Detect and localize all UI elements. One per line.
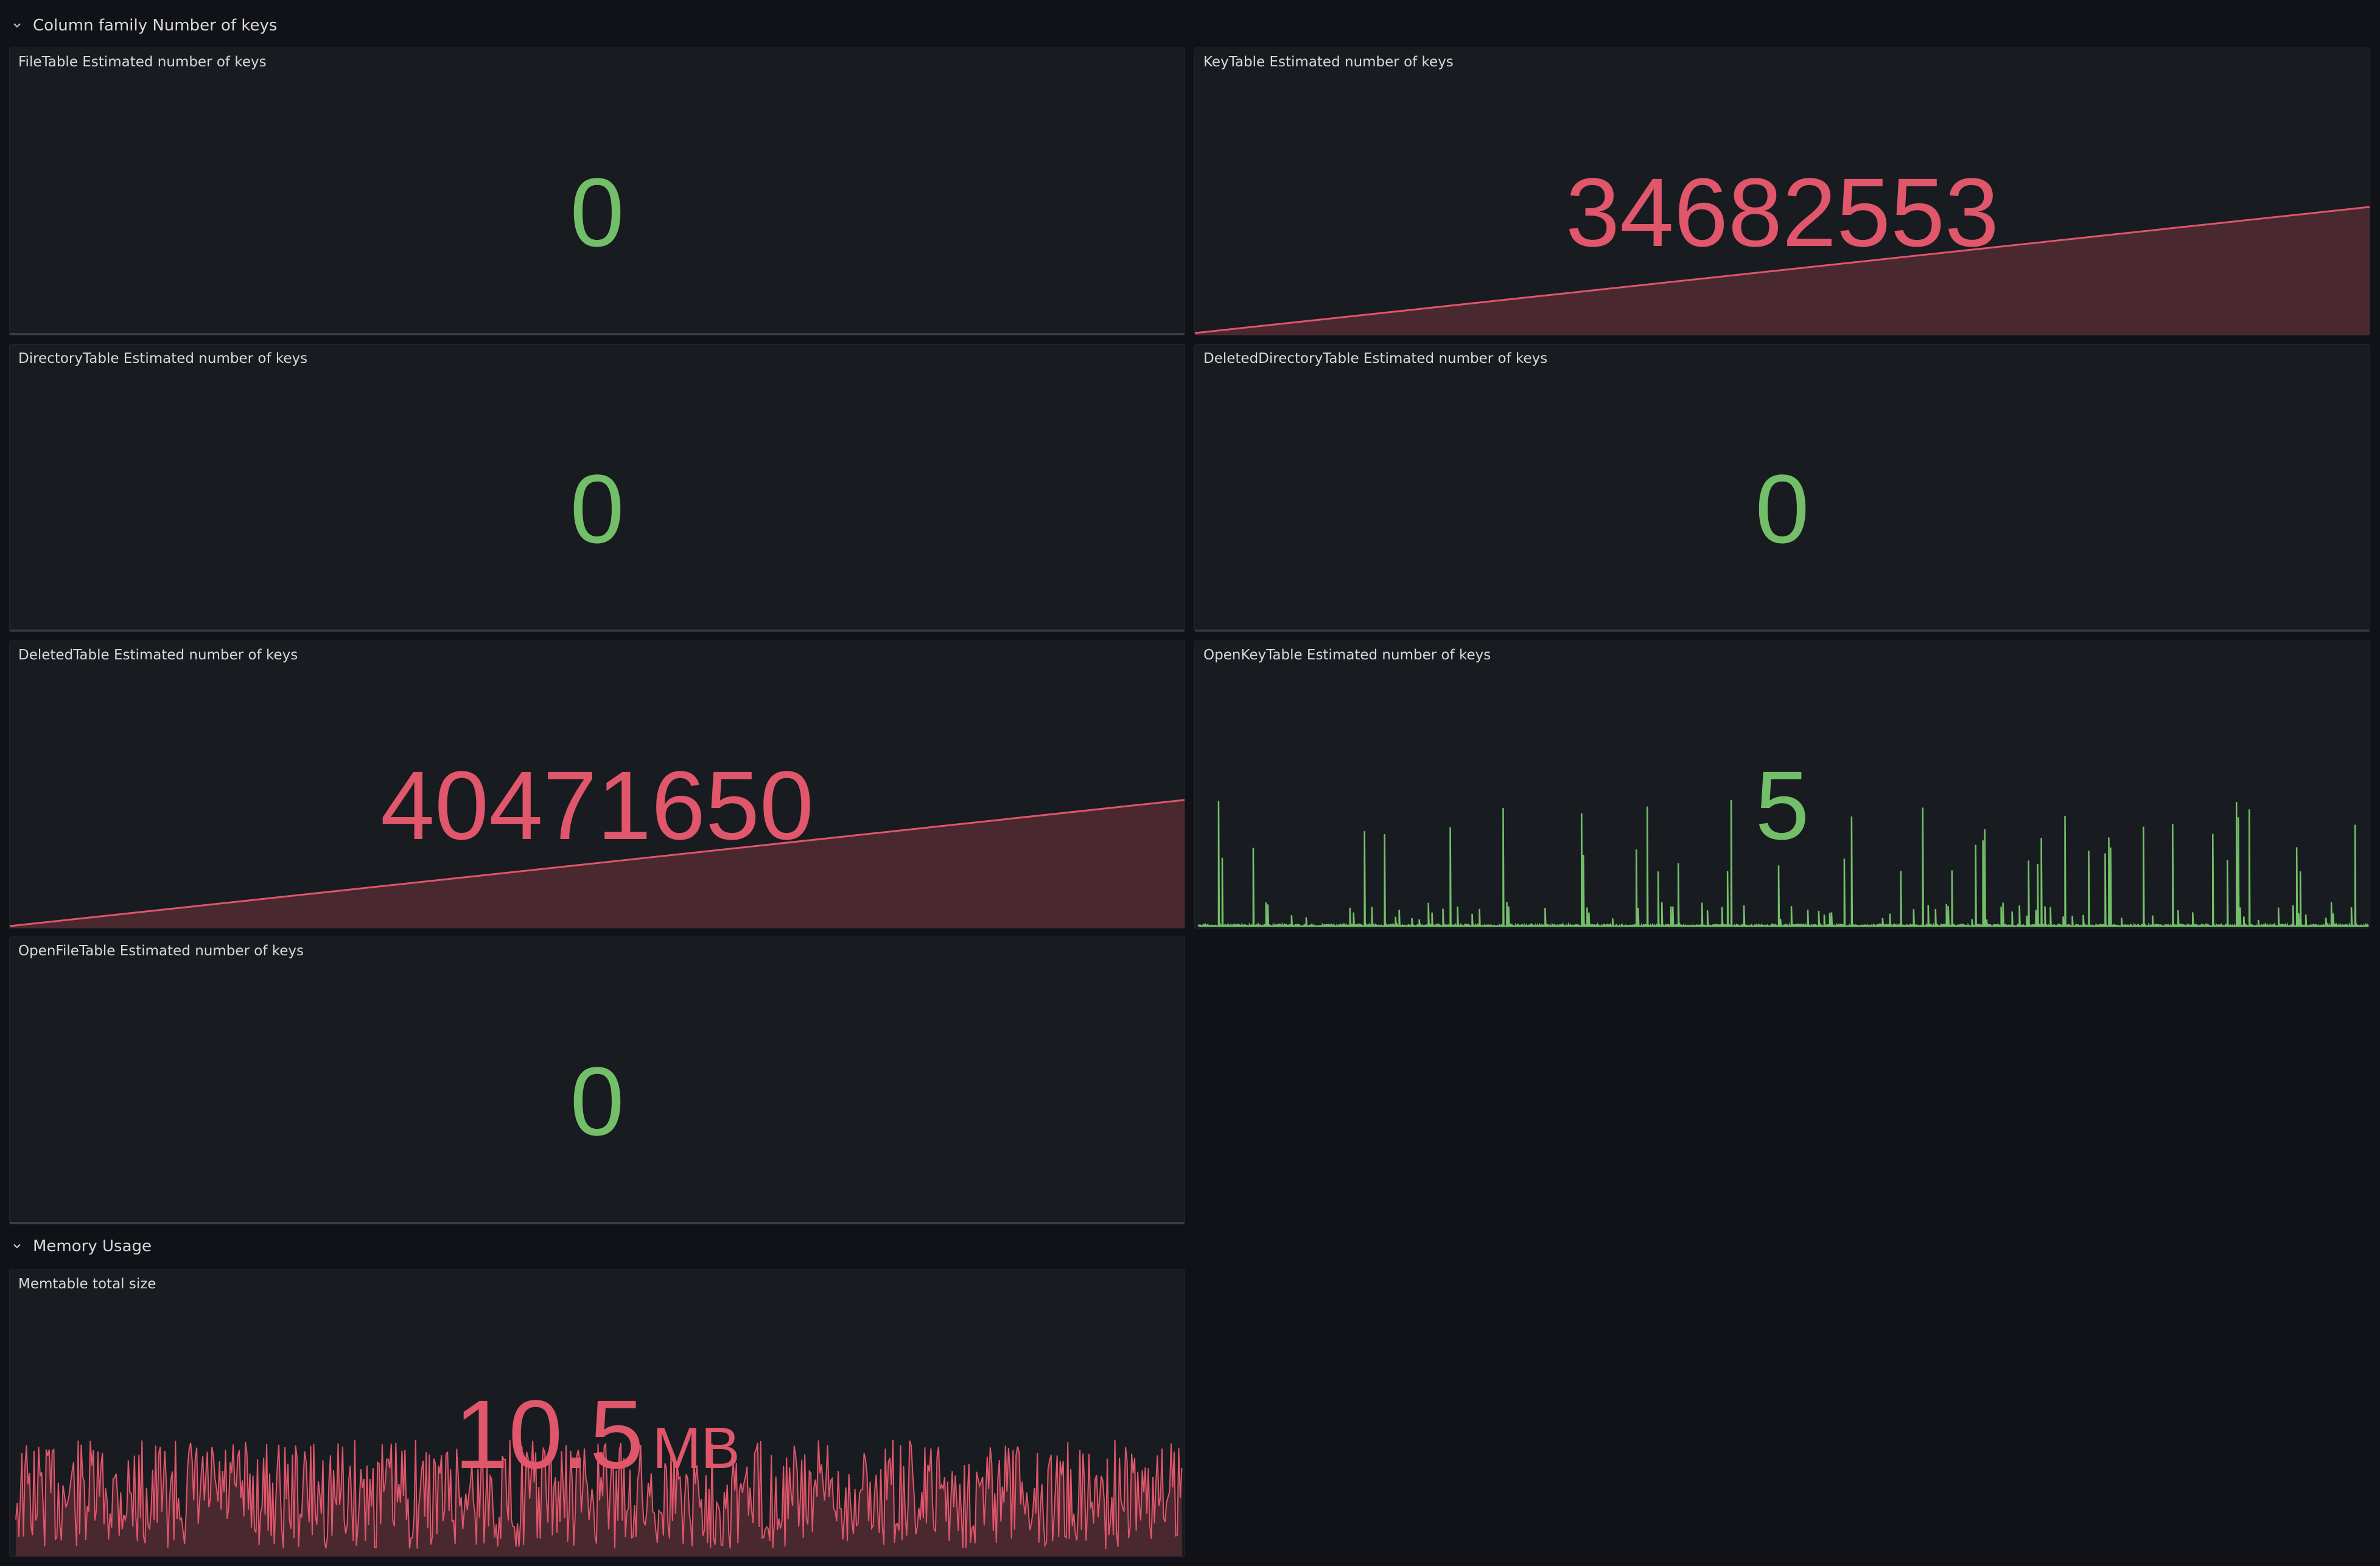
stat-panel-openfiletable[interactable]: OpenFileTable Estimated number of keys 0 (9, 936, 1185, 1224)
stat-value: 0 (570, 454, 625, 563)
sparkline-area (10, 799, 1185, 928)
chevron-down-icon (13, 1244, 21, 1249)
stat-panel-filetable[interactable]: FileTable Estimated number of keys 0 (9, 47, 1185, 335)
panel-title: DeletedTable Estimated number of keys (18, 647, 298, 663)
stat-unit: MB (652, 1416, 740, 1481)
stat-value: 34682553 (1566, 158, 1999, 267)
sparkline-baseline (1195, 630, 2370, 631)
stat-panel-keytable[interactable]: KeyTable Estimated number of keys 346825… (1194, 47, 2370, 335)
chevron-down-icon (13, 23, 21, 28)
row-title: Memory Usage (33, 1237, 152, 1255)
sparkline-spikes (1197, 799, 2369, 927)
panel-title: DeletedDirectoryTable Estimated number o… (1203, 351, 1548, 367)
stat-value: 0 (1755, 454, 1810, 563)
sparkline-area (1195, 206, 2370, 335)
sparkline-baseline (10, 630, 1185, 631)
sparkline-baseline (10, 1222, 1185, 1224)
stat-panel-openkeytable[interactable]: OpenKeyTable Estimated number of keys 5 (1194, 641, 2370, 929)
stat-value: 0 (570, 1047, 625, 1156)
stat-panel-deletedtable[interactable]: DeletedTable Estimated number of keys 40… (9, 641, 1185, 929)
stat-value: 10.5 MB (10, 1386, 1185, 1483)
panel-title: DirectoryTable Estimated number of keys (18, 351, 308, 367)
stat-value: 0 (570, 158, 625, 267)
row-header-memory-usage[interactable]: Memory Usage (12, 1233, 152, 1260)
panel-title: KeyTable Estimated number of keys (1203, 54, 1454, 70)
stat-panel-memtable-total-size[interactable]: Memtable total size 10.5 MB (9, 1269, 1185, 1557)
panel-title: FileTable Estimated number of keys (18, 54, 267, 70)
sparkline-baseline (10, 333, 1185, 335)
panel-title: OpenFileTable Estimated number of keys (18, 943, 304, 959)
row-header-column-family[interactable]: Column family Number of keys (12, 12, 277, 39)
stat-number: 10.5 (454, 1380, 644, 1489)
stat-value: 40471650 (380, 751, 814, 860)
panel-title: OpenKeyTable Estimated number of keys (1203, 647, 1491, 663)
stat-value: 5 (1755, 751, 1810, 860)
stat-panel-deleteddirectorytable[interactable]: DeletedDirectoryTable Estimated number o… (1194, 344, 2370, 632)
panel-title: Memtable total size (18, 1276, 156, 1292)
row-title: Column family Number of keys (33, 16, 278, 35)
sparkline-noise (15, 1439, 1183, 1556)
stat-panel-directorytable[interactable]: DirectoryTable Estimated number of keys … (9, 344, 1185, 632)
